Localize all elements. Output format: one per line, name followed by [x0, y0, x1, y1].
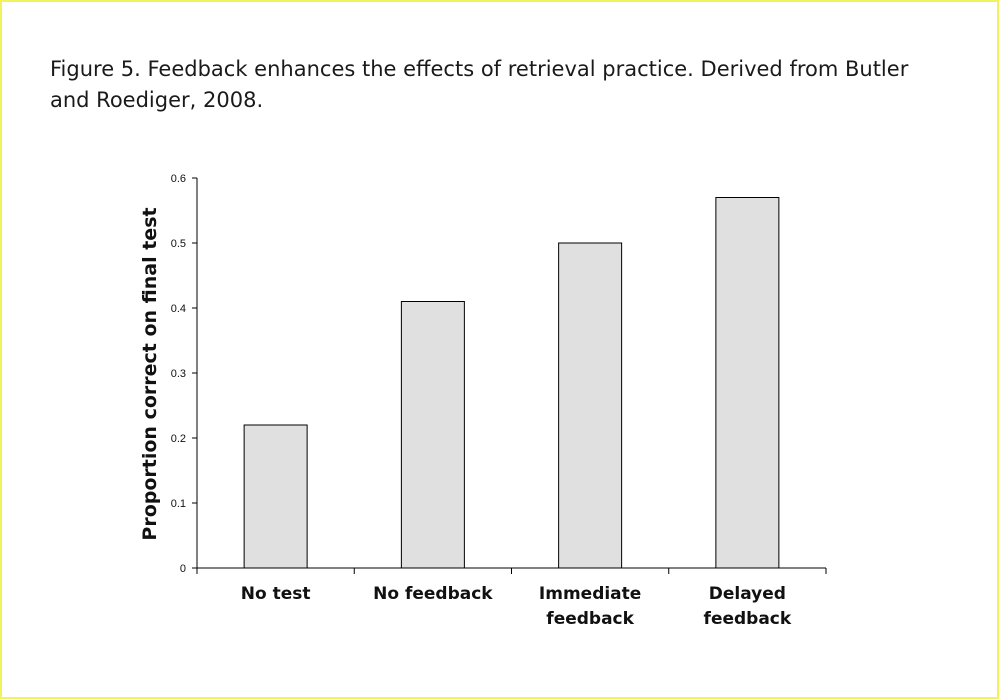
y-tick-label: 0.1	[171, 498, 186, 510]
y-tick-label: 0.6	[171, 173, 186, 185]
y-axis-title: Proportion correct on final test	[139, 207, 161, 540]
x-tick-label: No feedback	[373, 584, 493, 604]
x-tick-label-line: No feedback	[373, 584, 493, 604]
x-tick-label-line: feedback	[546, 609, 634, 629]
y-tick-label: 0.3	[171, 368, 186, 380]
x-tick-label: No test	[241, 584, 311, 604]
bar	[558, 242, 623, 569]
y-axis: 0 0.1 0.2 0.3 0.4 0.5 0.6	[171, 173, 198, 575]
bar	[715, 197, 780, 569]
bars	[243, 197, 780, 569]
y-tick-label: 0.4	[171, 303, 186, 315]
x-tick-label-line: No test	[241, 584, 311, 604]
x-tick-label-line: Delayed	[709, 584, 786, 604]
y-tick-label: 0.2	[171, 433, 186, 445]
x-axis: No test No feedback Immediate feedbackDelay…	[196, 567, 827, 629]
bar	[243, 424, 308, 569]
x-tick-label-line: feedback	[704, 609, 792, 629]
y-tick-label: 0.5	[171, 238, 186, 250]
x-tick-label-line: Immediate	[539, 584, 641, 604]
x-tick-label: Delayed feedback	[704, 584, 792, 629]
figure-caption: Figure 5. Feedback enhances the effects …	[50, 57, 909, 112]
x-tick-label: Immediate feedback	[539, 584, 641, 629]
y-tick-label: 0	[180, 563, 186, 575]
bar	[400, 301, 465, 569]
